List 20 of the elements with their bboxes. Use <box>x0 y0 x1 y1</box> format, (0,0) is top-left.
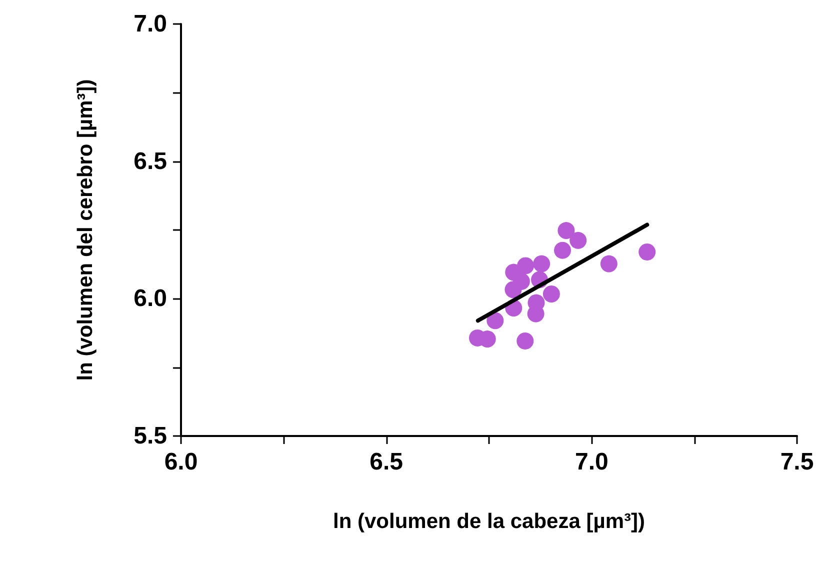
point <box>486 312 504 330</box>
y-axis-title: ln (volumen del cerebro [µm³]) <box>74 79 97 381</box>
point <box>638 243 656 260</box>
y-tick-label: 7.0 <box>134 10 167 38</box>
point <box>558 222 575 240</box>
x-tick-label: 6.5 <box>370 448 404 476</box>
y-tick-label: 5.5 <box>134 422 167 450</box>
y-tick-label: 6.0 <box>134 285 167 312</box>
x-tick-label: 7.5 <box>780 448 814 476</box>
point <box>542 286 560 302</box>
point <box>504 281 522 298</box>
point <box>554 242 572 259</box>
x-tick-label: 7.0 <box>574 448 608 476</box>
point <box>516 332 534 350</box>
point <box>600 255 618 272</box>
point <box>533 255 550 272</box>
y-tick-label: 6.5 <box>134 148 167 175</box>
point <box>570 232 587 249</box>
x-tick-label: 6.0 <box>164 448 198 476</box>
x-axis-title: ln (volumen de la cabeza [µm³]) <box>333 510 645 533</box>
